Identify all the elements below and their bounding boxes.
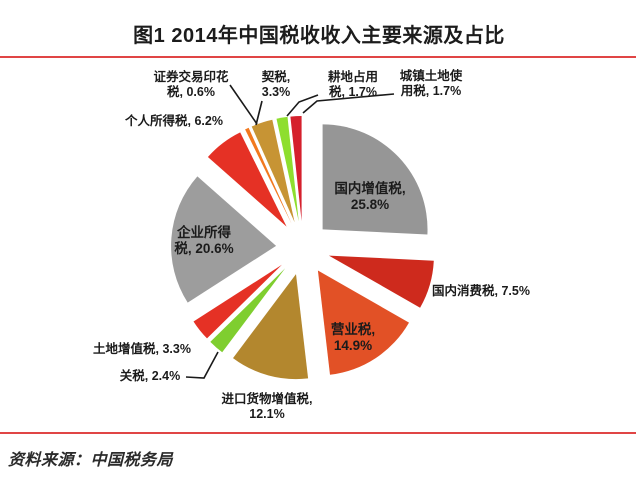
slice-label-6: 土地增值税, 3.3% [93, 341, 191, 356]
figure-title: 图1 2014年中国税收收入主要来源及占比 [133, 25, 505, 47]
slice-label-12: 城镇土地使用税, 1.7% [400, 68, 463, 98]
pie-slice-2 [328, 255, 434, 308]
leader-line-4 [302, 93, 395, 114]
source-note: 资料来源：中国税务局 [8, 452, 174, 469]
pie-slice-8 [207, 132, 287, 227]
title-divider-line [0, 56, 636, 58]
pie-slice-1 [322, 124, 428, 235]
slice-label-2: 国内消费税, 7.5% [432, 283, 530, 298]
pie-slice-11 [276, 116, 299, 222]
slice-label-7: 企业所得税, 20.6% [174, 224, 233, 256]
leader-line-2 [255, 100, 263, 126]
footer-divider-line [0, 432, 636, 434]
slice-label-4: 进口货物增值税, 12.1% [222, 391, 313, 421]
pie-slice-10 [251, 119, 295, 223]
pie-slice-12 [290, 116, 302, 221]
slice-label-8: 个人所得税, 6.2% [124, 113, 223, 128]
pie-slice-7 [171, 176, 277, 303]
slice-label-5: 关税, 2.4% [120, 368, 180, 383]
slice-label-1: 国内增值税, 25.8% [334, 180, 405, 212]
pie-slice-4 [233, 274, 309, 380]
pie-slice-9 [245, 127, 292, 224]
slice-label-11: 耕地占用税, 1.7% [328, 69, 378, 99]
slice-label-10: 契税, 3.3% [261, 69, 290, 99]
slice-label-9: 证券交易印花税, 0.6% [153, 69, 229, 99]
pie-slice-5 [210, 268, 286, 353]
pie-slice-3 [317, 270, 409, 375]
leader-line-1 [229, 84, 258, 125]
leader-line-3 [286, 94, 319, 117]
slice-label-3: 营业税, 14.9% [331, 321, 375, 353]
pie-slice-6 [193, 264, 282, 339]
leader-line-5 [185, 351, 219, 379]
